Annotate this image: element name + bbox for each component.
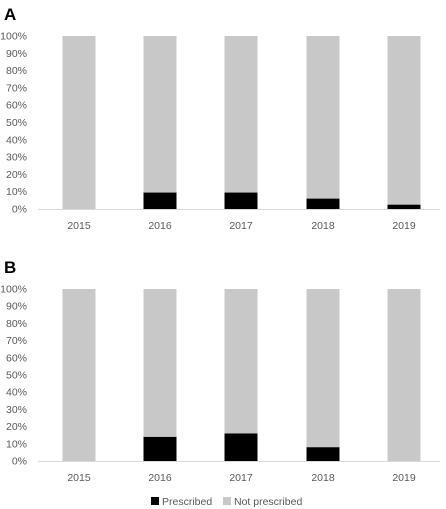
y-tick-label: 50% — [6, 370, 27, 382]
bar-not-prescribed — [224, 36, 258, 193]
bar-not-prescribed — [143, 289, 177, 437]
panel-label: A — [4, 5, 16, 24]
bar-prescribed — [306, 447, 340, 461]
bar-not-prescribed — [306, 36, 340, 199]
x-tick-label: 2018 — [311, 220, 335, 232]
x-tick-label: 2016 — [148, 472, 172, 484]
y-tick-label: 30% — [6, 152, 27, 164]
legend-swatch-prescribed — [151, 497, 159, 505]
legend-label-prescribed: Prescribed — [162, 496, 212, 508]
x-tick-label: 2017 — [229, 472, 253, 484]
y-tick-label: 60% — [6, 100, 27, 112]
bar-prescribed — [143, 192, 177, 209]
legend-label-not-prescribed: Not prescribed — [234, 496, 302, 508]
bar-prescribed — [224, 433, 258, 461]
bar-not-prescribed — [62, 289, 96, 461]
y-tick-label: 80% — [6, 318, 27, 330]
bar-not-prescribed — [143, 36, 177, 193]
panel-b: B 0% 10% 20% 30% 40% 50% 60% 70% 80% 90% 100% 2015 20… — [0, 258, 440, 484]
y-tick-label: 100% — [0, 284, 27, 296]
y-tick-label: 90% — [6, 48, 27, 60]
legend: Prescribed Not prescribed — [151, 496, 302, 508]
x-tick-label: 2019 — [392, 472, 416, 484]
bar-prescribed — [387, 204, 421, 209]
bar-prescribed — [224, 192, 258, 209]
y-tick-label: 10% — [6, 438, 27, 450]
y-tick-label: 20% — [6, 169, 27, 181]
bar-prescribed — [143, 436, 177, 461]
y-tick-label: 50% — [6, 117, 27, 129]
x-tick-label: 2015 — [67, 220, 91, 232]
y-tick-label: 0% — [12, 456, 27, 468]
legend-swatch-not-prescribed — [223, 497, 231, 505]
y-tick-label: 40% — [6, 387, 27, 399]
x-tick-label: 2016 — [148, 220, 172, 232]
bar-not-prescribed — [224, 289, 258, 434]
bar-not-prescribed — [387, 36, 421, 205]
y-tick-label: 70% — [6, 335, 27, 347]
x-tick-label: 2019 — [392, 220, 416, 232]
y-tick-label: 80% — [6, 65, 27, 77]
panel-label: B — [4, 258, 16, 277]
y-tick-label: 20% — [6, 421, 27, 433]
x-tick-label: 2017 — [229, 220, 253, 232]
bar-not-prescribed — [306, 289, 340, 448]
bar-not-prescribed — [62, 36, 96, 209]
panel-a: A 0% 10% 20% 30% 40% 50% 60% 70% 80% 90% 100% 2015 20… — [0, 5, 440, 232]
bar-prescribed — [306, 198, 340, 209]
x-tick-label: 2018 — [311, 472, 335, 484]
y-tick-label: 40% — [6, 134, 27, 146]
x-tick-label: 2015 — [67, 472, 91, 484]
y-tick-label: 70% — [6, 82, 27, 94]
y-tick-label: 30% — [6, 404, 27, 416]
y-tick-label: 60% — [6, 352, 27, 364]
y-tick-label: 100% — [0, 31, 27, 43]
y-tick-label: 0% — [12, 204, 27, 216]
y-tick-label: 10% — [6, 186, 27, 198]
bar-not-prescribed — [387, 289, 421, 461]
y-tick-label: 90% — [6, 301, 27, 313]
